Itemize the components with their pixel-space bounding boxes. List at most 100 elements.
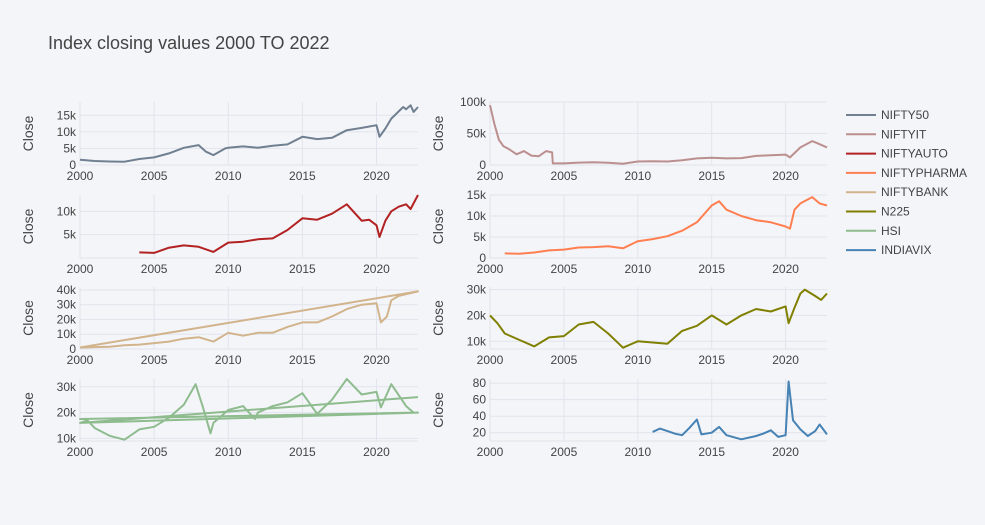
y-tick-label: 10k	[467, 209, 487, 223]
panel-niftypharma: 2000 2005 2010 2015 2020 0 5k 10k 15k Close	[430, 188, 828, 276]
x-tick-label: 2010	[215, 169, 242, 183]
x-tick-label: 2000	[477, 353, 504, 367]
legend-item[interactable]: N225	[846, 205, 910, 219]
panel-nifty50: 2000 2005 2010 2015 2020 0 5k 10k 15k Close	[20, 102, 419, 183]
x-tick-label: 2020	[772, 262, 799, 276]
x-tick-label: 2015	[289, 262, 316, 276]
y-tick-label: 10k	[467, 334, 487, 348]
x-tick-label: 2015	[698, 445, 725, 459]
y-tick-label: 10k	[57, 431, 77, 445]
y-tick-label: 0	[69, 158, 76, 172]
y-tick-label: 10k	[57, 125, 77, 139]
x-tick-label: 2010	[215, 445, 242, 459]
x-tick-label: 2000	[67, 262, 94, 276]
y-tick-label: 40	[473, 409, 487, 423]
x-tick-label: 2020	[363, 445, 390, 459]
x-tick-label: 2005	[551, 262, 578, 276]
x-tick-label: 2015	[698, 353, 725, 367]
x-tick-label: 2005	[141, 445, 168, 459]
plot-area	[490, 379, 827, 441]
y-axis-label: Close	[20, 392, 36, 428]
x-tick-label: 2010	[624, 262, 651, 276]
legend-label: NIFTYPHARMA	[881, 166, 967, 180]
y-axis-label: Close	[20, 300, 36, 336]
x-tick-label: 2005	[551, 169, 578, 183]
x-tick-label: 2010	[215, 353, 242, 367]
legend-item[interactable]: NIFTY50	[846, 108, 929, 122]
panel-n225: 2000 2005 2010 2015 2020 10k 20k 30k Close	[430, 283, 828, 367]
y-tick-label: 0	[69, 342, 76, 356]
x-tick-label: 2020	[772, 445, 799, 459]
panel-niftyit: 2000 2005 2010 2015 2020 0 50k 100k Close	[430, 95, 828, 183]
x-tick-label: 2000	[477, 262, 504, 276]
x-tick-label: 2010	[624, 353, 651, 367]
legend-item[interactable]: NIFTYBANK	[846, 185, 948, 199]
y-tick-label: 10k	[57, 327, 77, 341]
x-tick-label: 2005	[551, 353, 578, 367]
x-tick-label: 2010	[215, 262, 242, 276]
x-tick-label: 2000	[67, 445, 94, 459]
legend-item[interactable]: NIFTYIT	[846, 127, 927, 141]
y-tick-label: 50k	[467, 127, 487, 141]
plot-area	[80, 102, 418, 165]
y-tick-label: 60	[473, 393, 487, 407]
legend-item[interactable]: NIFTYPHARMA	[846, 166, 967, 180]
series-line-nifty50	[79, 104, 419, 163]
y-tick-label: 5k	[473, 230, 487, 244]
x-tick-label: 2005	[141, 353, 168, 367]
plot-area	[490, 195, 827, 258]
y-axis-label: Close	[430, 392, 446, 428]
x-tick-label: 2000	[67, 353, 94, 367]
legend-item[interactable]: HSI	[846, 224, 901, 238]
x-tick-label: 2005	[551, 445, 578, 459]
series-line-niftyit	[489, 104, 828, 165]
x-tick-label: 2015	[698, 169, 725, 183]
x-tick-label: 2010	[624, 445, 651, 459]
legend-label: N225	[881, 205, 910, 219]
legend-label: NIFTYIT	[881, 127, 927, 141]
x-tick-label: 2015	[289, 353, 316, 367]
y-tick-label: 10k	[57, 204, 77, 218]
x-tick-label: 2020	[363, 262, 390, 276]
y-axis-label: Close	[430, 208, 446, 244]
series-line-niftybank	[79, 290, 419, 349]
legend-label: HSI	[881, 224, 901, 238]
y-tick-label: 100k	[460, 95, 487, 109]
x-tick-label: 2000	[477, 445, 504, 459]
plot-area	[80, 195, 418, 258]
legend-item[interactable]: INDIAVIX	[846, 243, 931, 257]
y-tick-label: 15k	[57, 108, 77, 122]
x-tick-label: 2015	[289, 445, 316, 459]
y-axis-label: Close	[430, 300, 446, 336]
x-tick-label: 2000	[67, 169, 94, 183]
panel-niftyauto: 2000 2005 2010 2015 2020 5k 10k Close	[20, 194, 419, 276]
x-tick-label: 2020	[772, 169, 799, 183]
y-tick-label: 5k	[63, 141, 77, 155]
panel-hsi: 2000 2005 2010 2015 2020 10k 20k 30k Close	[20, 378, 419, 459]
x-tick-label: 2020	[363, 353, 390, 367]
y-tick-label: 0	[479, 158, 486, 172]
x-tick-label: 2005	[141, 169, 168, 183]
x-tick-label: 2020	[772, 353, 799, 367]
x-tick-label: 2000	[477, 169, 504, 183]
y-tick-label: 30k	[467, 283, 487, 297]
chart-title: Index closing values 2000 TO 2022	[48, 33, 330, 53]
x-tick-label: 2020	[363, 169, 390, 183]
y-axis-label: Close	[430, 115, 446, 151]
legend-item[interactable]: NIFTYAUTO	[846, 147, 948, 161]
y-tick-label: 80	[473, 376, 487, 390]
y-tick-label: 20	[473, 426, 487, 440]
y-axis-label: Close	[20, 208, 36, 244]
legend-label: NIFTYAUTO	[881, 147, 948, 161]
y-axis-label: Close	[20, 115, 36, 151]
legend-label: INDIAVIX	[881, 243, 931, 257]
series-line-niftyauto	[139, 194, 419, 254]
y-tick-label: 0	[479, 251, 486, 265]
series-line-n225	[489, 288, 828, 349]
legend-label: NIFTY50	[881, 108, 929, 122]
plot-area	[490, 287, 827, 349]
